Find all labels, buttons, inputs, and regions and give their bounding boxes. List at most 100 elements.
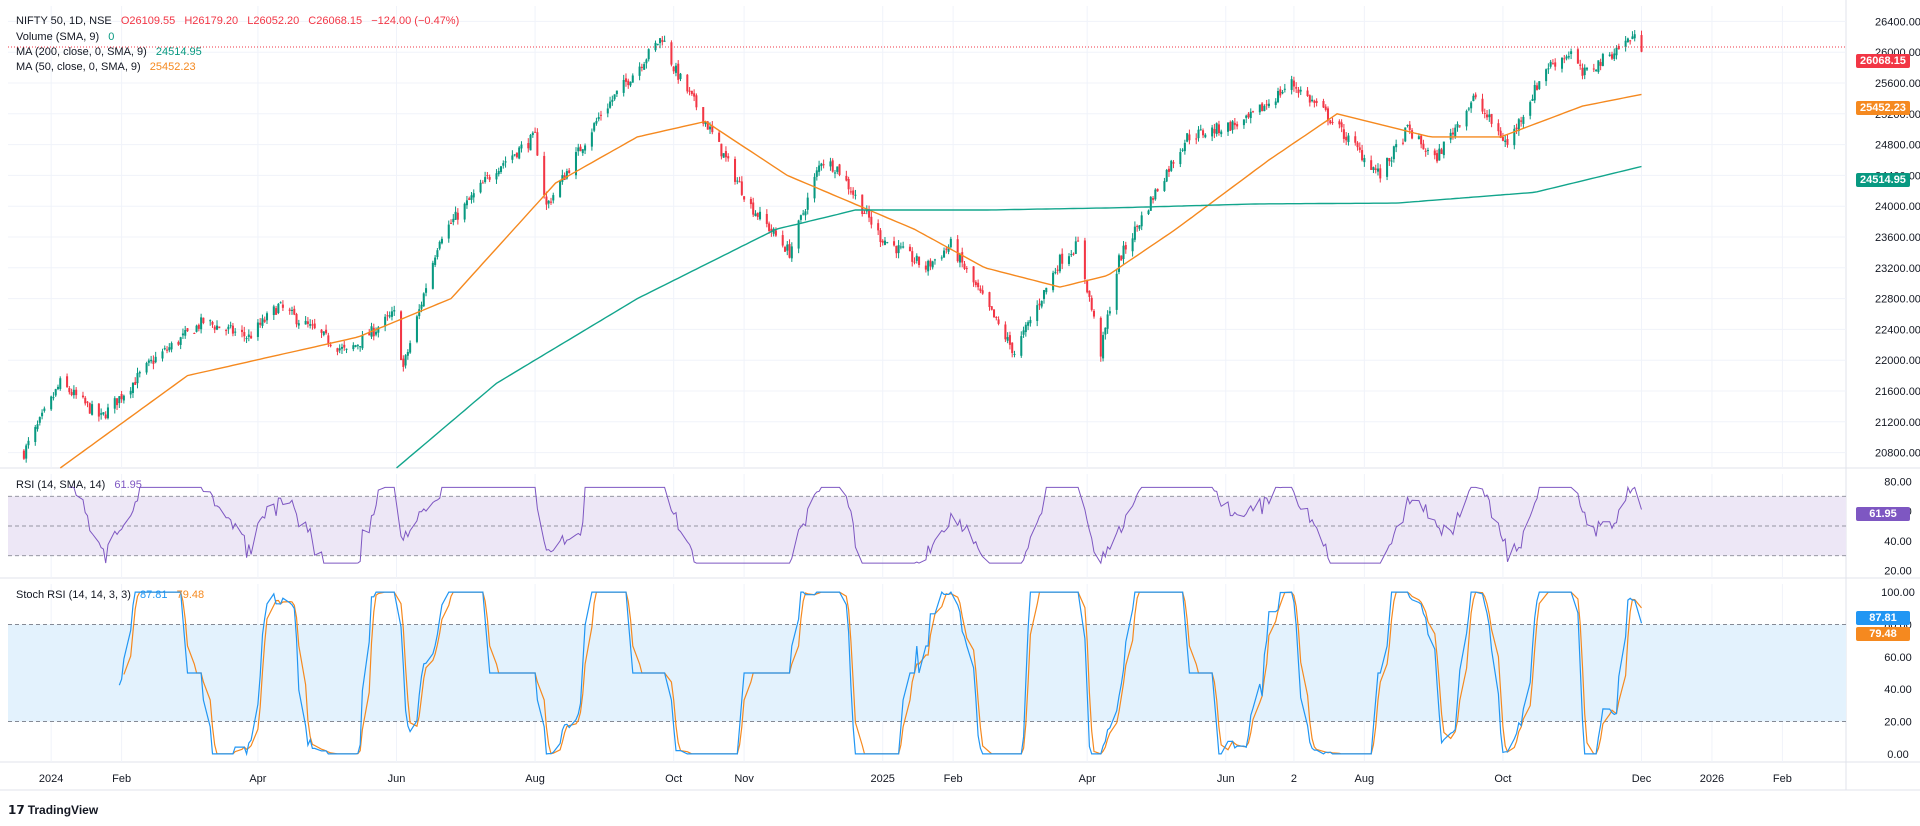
candle-body (256, 322, 259, 337)
candle-body (1042, 290, 1046, 300)
candle-body (497, 170, 500, 175)
candle-body (104, 414, 107, 419)
ma50-price-tag: 25452.23 (1856, 101, 1910, 115)
candle-body (1258, 104, 1261, 113)
candle-body (1154, 189, 1157, 200)
candle-body (1640, 35, 1643, 52)
candle-body (1249, 111, 1252, 119)
close-value: C26068.15 (308, 15, 363, 27)
candle-body (1483, 112, 1486, 114)
candle-body (1313, 100, 1316, 103)
candle-body (672, 66, 675, 72)
candle-body (704, 121, 707, 125)
candle-body (863, 212, 866, 214)
candle-body (1356, 142, 1359, 148)
candle-body (643, 64, 646, 70)
tradingview-logo[interactable]: 𝟭𝟳 TradingView (8, 803, 98, 817)
price-tick-label: 22400.00 (1875, 324, 1920, 336)
candle-body (1531, 98, 1534, 101)
candle-body (886, 242, 889, 244)
candle-body (915, 255, 918, 261)
time-tick-label: Apr (1079, 773, 1096, 785)
candle-body (1361, 150, 1364, 161)
tradingview-logo-icon: 𝟭𝟳 (8, 803, 25, 817)
candle-body (465, 200, 468, 206)
candle-body (799, 215, 802, 220)
candle-body (724, 151, 727, 158)
time-tick-label: Dec (1632, 773, 1652, 785)
candle-body (425, 288, 428, 293)
time-tick-label: 2024 (39, 773, 63, 785)
candle-body (184, 330, 187, 336)
candle-body (1338, 121, 1341, 125)
candle-body (720, 143, 723, 157)
candle-body (1499, 130, 1502, 138)
candle-body (597, 117, 600, 120)
volume-value: 0 (108, 31, 115, 43)
candle-body (193, 332, 196, 334)
candle-body (758, 211, 762, 220)
rsi-tick-label: 40.00 (1884, 536, 1912, 548)
candles-group (22, 30, 1643, 463)
candle-body (1549, 61, 1552, 67)
candle-body (186, 328, 189, 332)
candle-body (41, 412, 44, 417)
candle-body (1440, 149, 1443, 154)
candle-body (929, 260, 932, 267)
candle-body (1295, 87, 1298, 89)
candle-body (931, 261, 934, 268)
candle-body (161, 351, 164, 359)
candle-body (527, 143, 530, 149)
candle-body (520, 144, 523, 149)
price-tick-label: 25600.00 (1875, 78, 1920, 90)
candle-body (790, 246, 793, 259)
candle-body (1424, 150, 1427, 152)
candle-body (1027, 322, 1030, 326)
candle-body (961, 252, 964, 263)
candle-body (990, 306, 993, 310)
candle-body (297, 323, 300, 326)
candle-body (1092, 310, 1096, 317)
candle-body (1324, 106, 1327, 110)
candle-body (611, 99, 614, 102)
candle-body (949, 238, 952, 248)
candle-body (1486, 114, 1489, 118)
candle-body (847, 178, 850, 190)
candle-body (279, 302, 282, 304)
candle-body (897, 245, 900, 254)
candle-body (97, 403, 100, 417)
ma200-label: MA (200, close, 0, SMA, 9) (16, 46, 147, 58)
price-tick-label: 22000.00 (1875, 355, 1920, 367)
candle-body (1417, 136, 1420, 140)
ma200-price-tag: 24514.95 (1856, 173, 1910, 187)
candle-body (688, 90, 691, 92)
candle-body (1585, 68, 1589, 70)
candle-body (325, 329, 328, 334)
candle-body (529, 134, 532, 151)
candle-body (631, 75, 634, 83)
candle-body (1458, 125, 1461, 127)
stoch-d-value: 79.48 (176, 589, 205, 601)
candle-body (1136, 225, 1139, 227)
candle-body (181, 333, 184, 336)
rsi-line (69, 485, 1642, 565)
rsi-legend: RSI (14, SMA, 14) 61.95 (16, 478, 148, 492)
time-tick-label: Aug (525, 773, 545, 785)
candle-body (1560, 58, 1564, 69)
candle-body (1567, 56, 1570, 58)
candle-body (495, 173, 498, 180)
candle-body (1529, 102, 1532, 116)
candle-body (431, 262, 434, 289)
time-tick-label: 2025 (870, 773, 894, 785)
candle-body (170, 343, 173, 350)
candle-body (129, 390, 132, 395)
candle-body (247, 334, 250, 337)
candle-body (56, 386, 60, 390)
candle-body (163, 348, 166, 350)
candle-body (1108, 311, 1111, 314)
candle-body (322, 331, 325, 335)
candle-body (356, 345, 359, 347)
stoch-legend: Stoch RSI (14, 14, 3, 3) 87.81 79.48 (16, 588, 210, 602)
candle-body (1247, 113, 1250, 118)
